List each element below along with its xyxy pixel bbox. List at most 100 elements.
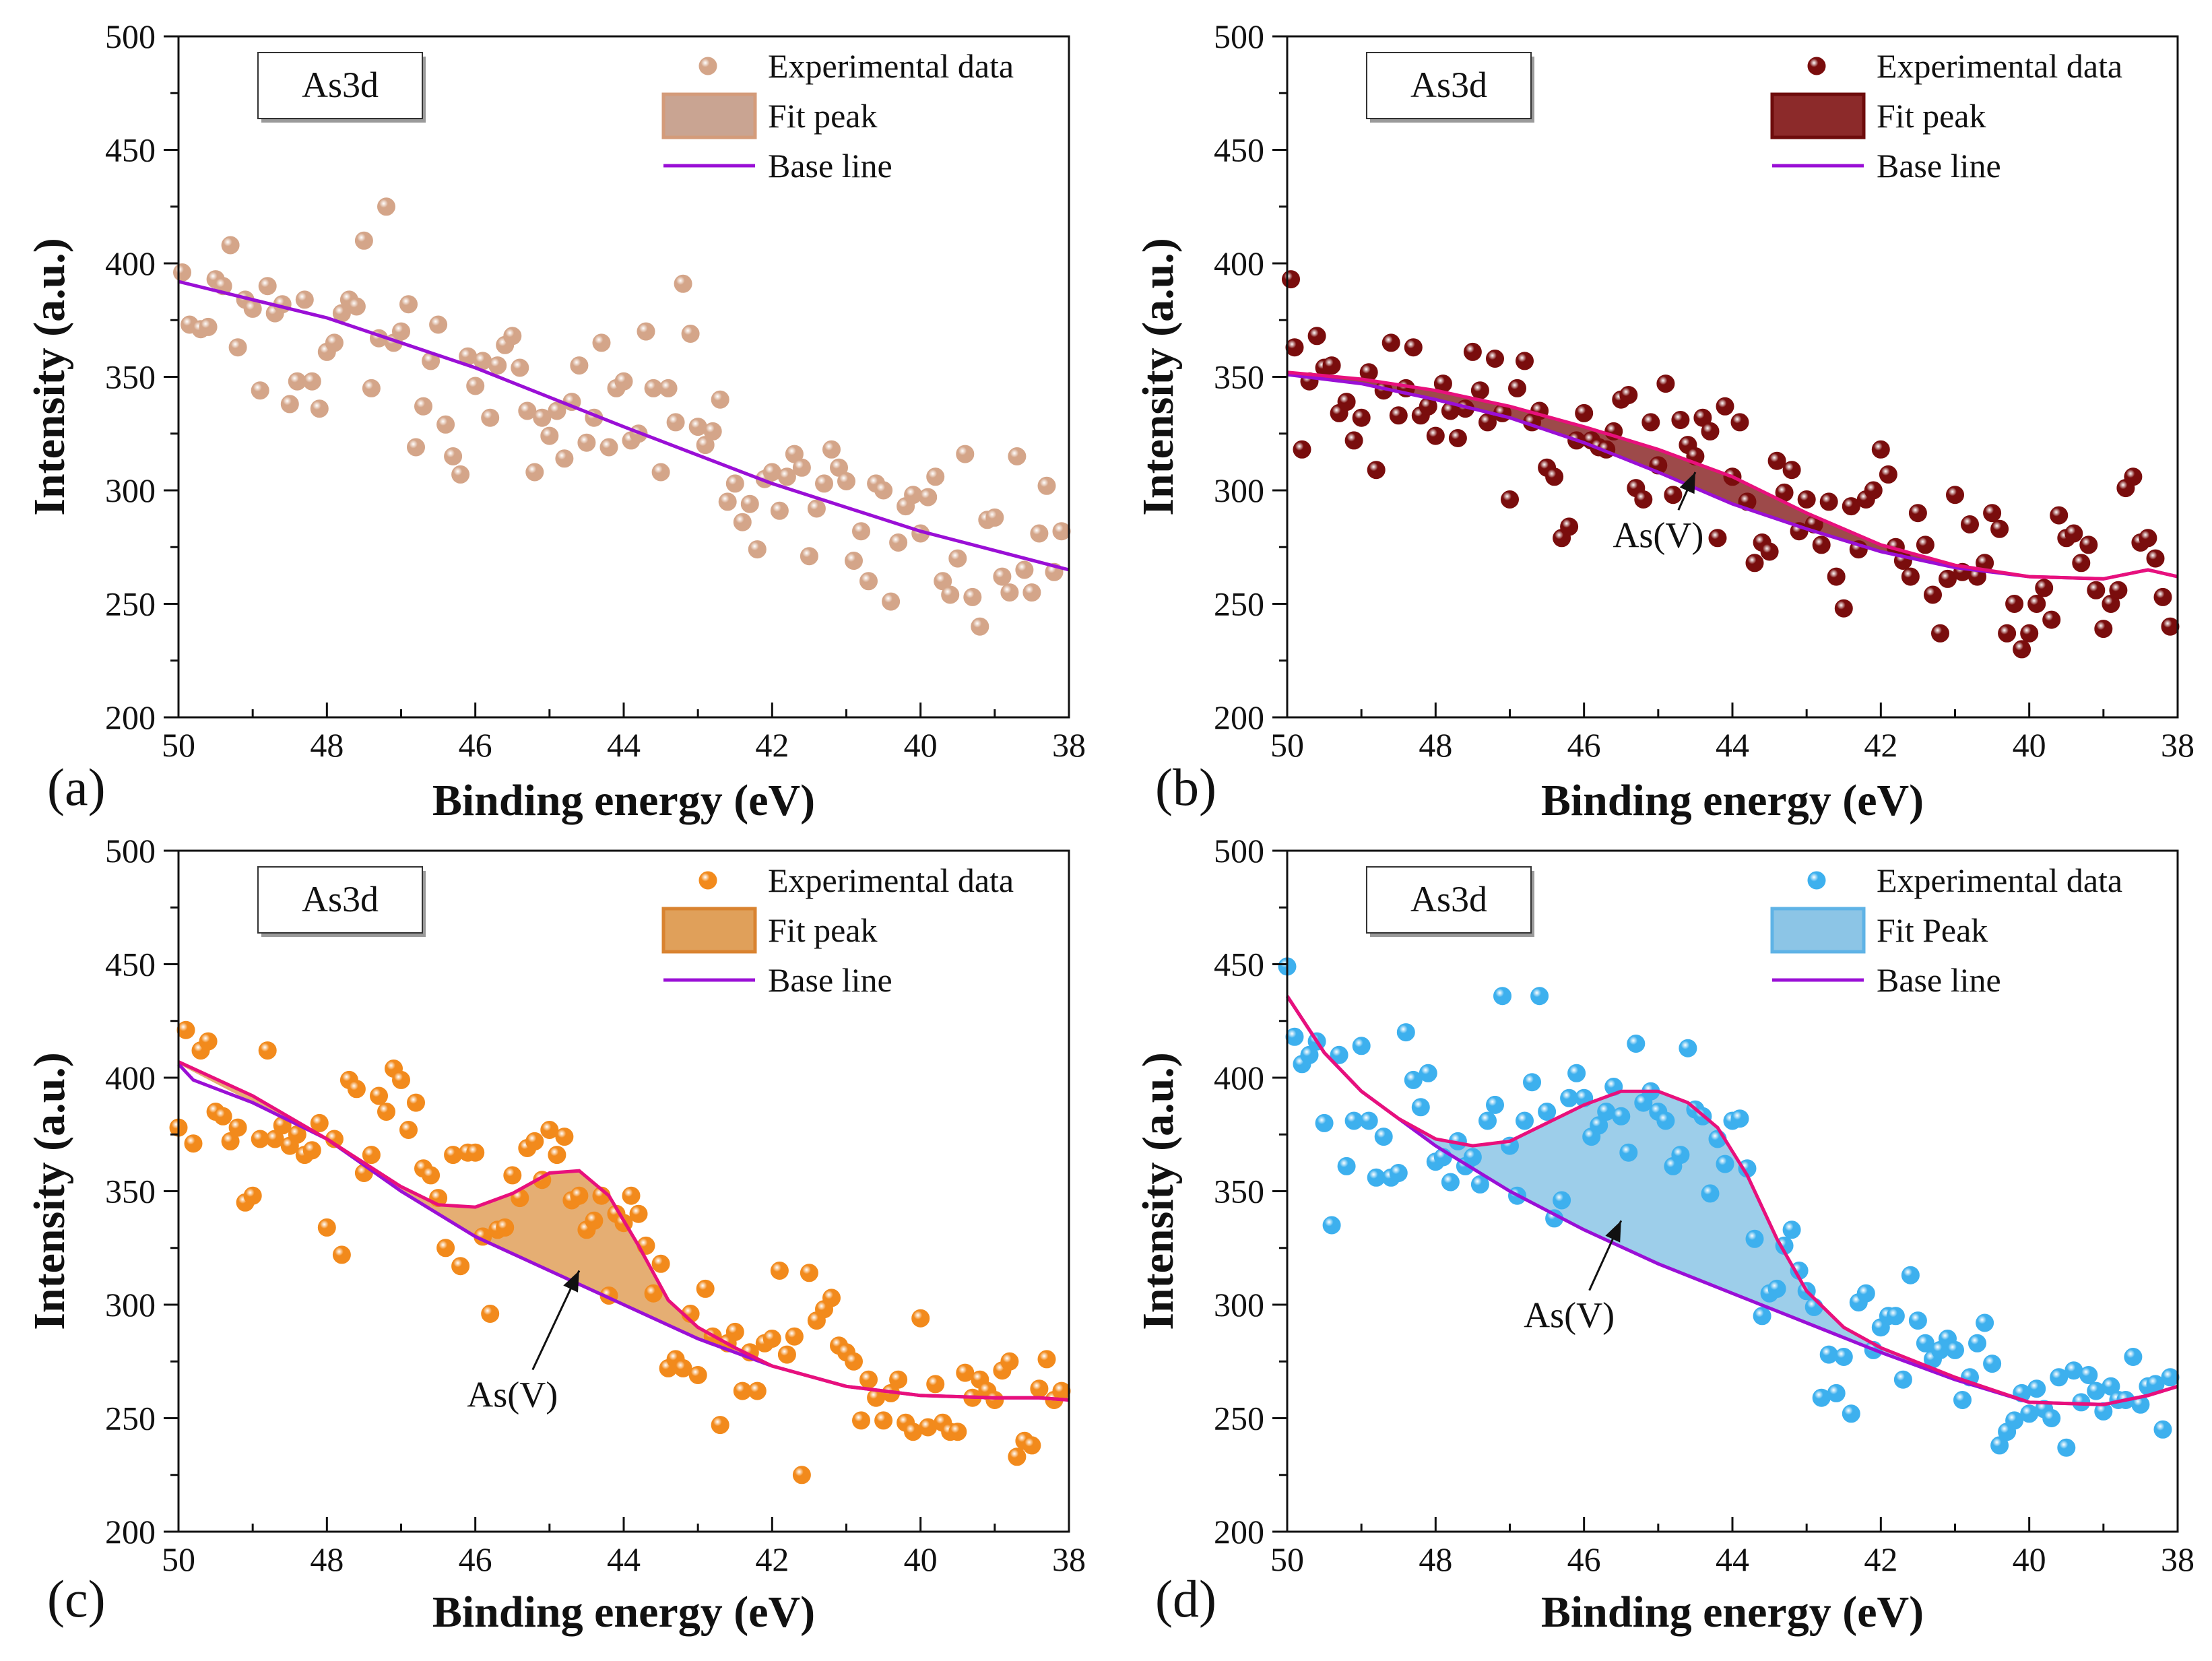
data-point [1671, 411, 1690, 429]
annotation-label: As(V) [467, 1375, 558, 1415]
tag-box [257, 52, 423, 119]
data-point [651, 463, 670, 482]
panel-letter: (c) [47, 1569, 106, 1628]
data-point [956, 1363, 975, 1382]
legend-label: Base line [768, 961, 892, 999]
data-point [1022, 1436, 1041, 1455]
data-point [1901, 567, 1920, 586]
data-point [1619, 1143, 1638, 1162]
data-point [503, 327, 522, 346]
data-point [688, 1366, 707, 1384]
data-point [1908, 1311, 1927, 1330]
y-tick-label: 450 [1214, 131, 1264, 169]
data-point [859, 1370, 878, 1389]
data-point [1745, 554, 1764, 573]
peak-annotation: As(V) [467, 1270, 581, 1415]
data-point [1470, 1175, 1489, 1194]
data-point [2087, 581, 2106, 599]
data-point [1530, 987, 1549, 1006]
data-point [354, 231, 373, 250]
data-point [1463, 1148, 1482, 1167]
data-point [258, 1041, 277, 1060]
data-point [1052, 1381, 1071, 1400]
data-point [1463, 342, 1482, 361]
y-tick-label: 200 [105, 1513, 156, 1551]
data-point [251, 381, 269, 400]
data-point [496, 1218, 515, 1237]
data-point [2020, 624, 2039, 643]
data-point [577, 433, 596, 452]
data-point [199, 1032, 218, 1051]
element-tag: As3d [1366, 866, 1534, 937]
x-tick-label: 44 [607, 1540, 641, 1578]
annotation-label: As(V) [1524, 1295, 1615, 1336]
data-point [173, 263, 191, 282]
data-point [176, 1020, 195, 1039]
data-point [941, 585, 960, 604]
element-tag: As3d [1366, 52, 1534, 123]
x-tick-label: 46 [1567, 726, 1601, 764]
data-point [570, 1186, 589, 1205]
data-point [1827, 1383, 1846, 1402]
data-point [1374, 1128, 1393, 1146]
data-point [2050, 506, 2069, 525]
data-point [725, 1322, 744, 1341]
data-point [2079, 1366, 2098, 1384]
data-point [347, 297, 366, 316]
data-point [1701, 422, 1720, 441]
x-axis-title: Binding energy (eV) [432, 1588, 815, 1637]
data-point [1708, 529, 1727, 548]
data-point [1352, 408, 1371, 427]
data-point [466, 1143, 485, 1162]
baseline-line [178, 280, 1070, 572]
data-point [1753, 1307, 1771, 1326]
data-point [1916, 535, 1934, 554]
x-tick-label: 46 [1567, 1540, 1601, 1578]
data-point [1730, 1109, 1749, 1128]
data-point [1359, 1111, 1378, 1130]
data-point [889, 533, 908, 552]
data-point [1976, 1313, 1994, 1332]
data-point [1619, 386, 1638, 404]
data-point [659, 379, 678, 397]
data-point [1022, 583, 1041, 602]
data-point [1990, 519, 2009, 538]
data-point [1553, 1191, 1571, 1210]
legend-label: Base line [768, 147, 892, 185]
data-point [1575, 403, 1594, 422]
data-point [511, 358, 529, 377]
x-tick-label: 40 [2013, 1540, 2046, 1578]
legend: Experimental data Fit Peak Base line [1770, 861, 2122, 999]
tag-label: As3d [302, 65, 379, 105]
data-point [436, 415, 455, 434]
data-point [985, 508, 1004, 527]
data-point [1842, 497, 1860, 516]
data-point [392, 1070, 410, 1089]
legend-label: Experimental data [768, 47, 1014, 85]
y-tick-label: 500 [1214, 18, 1264, 55]
data-point [1330, 1045, 1348, 1064]
data-point [889, 1370, 908, 1389]
data-point [1641, 413, 1660, 432]
data-point [1671, 1146, 1690, 1165]
data-point [681, 325, 700, 343]
data-point [1946, 486, 1964, 504]
y-tick-label: 450 [1214, 946, 1264, 983]
data-point [221, 236, 240, 255]
data-point [1879, 465, 1897, 484]
x-tick-label: 46 [459, 1540, 492, 1578]
data-point [518, 401, 537, 420]
x-tick-label: 50 [1270, 1540, 1304, 1578]
data-point [800, 1264, 818, 1282]
y-tick-label: 350 [105, 358, 156, 396]
data-point [555, 449, 574, 468]
data-point [963, 587, 982, 606]
data-point [926, 467, 945, 486]
data-point [1307, 327, 1326, 346]
data-point [2161, 617, 2180, 636]
data-point [525, 463, 544, 482]
data-point [1030, 1379, 1049, 1398]
data-point [1856, 1284, 1875, 1303]
data-point [540, 1121, 559, 1139]
annotation-label: As(V) [1613, 515, 1703, 555]
